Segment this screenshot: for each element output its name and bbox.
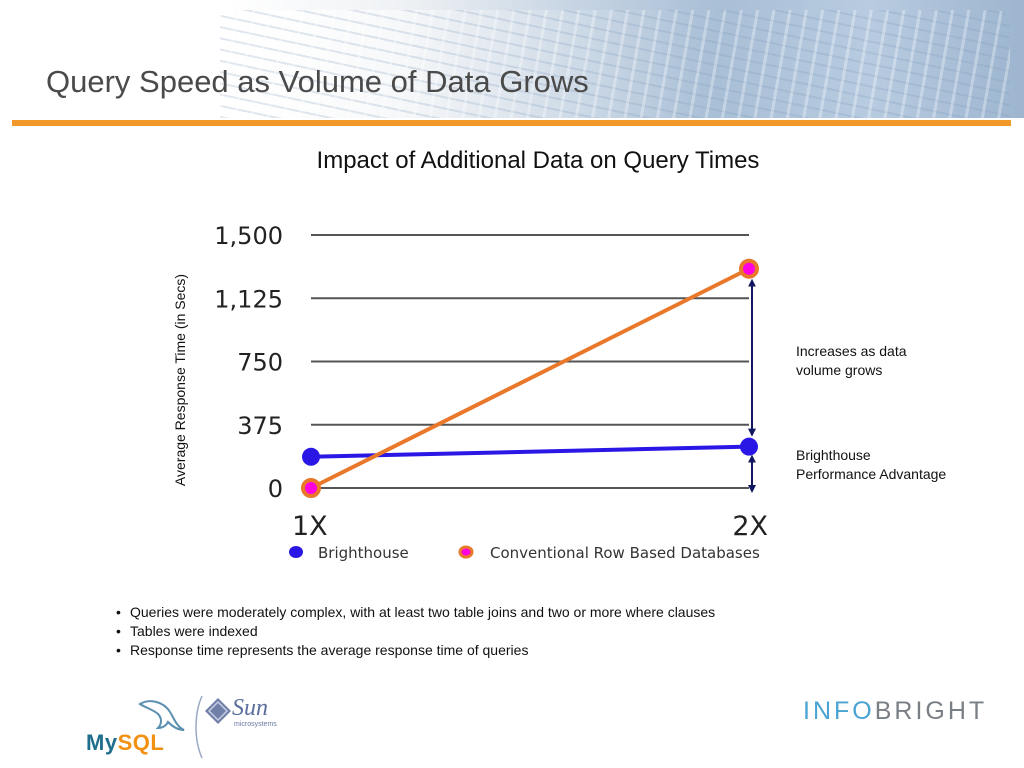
series-line-conventional — [310, 266, 750, 490]
y-tick-label: 1,500 — [214, 222, 283, 250]
sun-wordmark: Sun — [232, 695, 268, 721]
data-point-conventional — [739, 258, 759, 279]
annotation-increase-line-1: Increases as data — [796, 343, 907, 359]
annotation-increase: Increases as data volume grows — [796, 342, 907, 380]
annotation-advantage-line-1: Brighthouse — [796, 447, 871, 463]
mysql-logo: MySQL — [82, 700, 192, 760]
annotation-increase-line-2: volume grows — [796, 362, 883, 378]
header-banner — [0, 0, 1024, 118]
infobright-logo-part-info: INFO — [803, 697, 875, 725]
note-item: Tables were indexed — [116, 622, 715, 641]
legend-marker-conventional — [458, 545, 474, 559]
sun-subtitle: microsystems — [234, 721, 277, 728]
y-tick-label: 1,125 — [214, 285, 283, 313]
logo-divider — [195, 695, 203, 759]
series-line-brighthouse — [310, 444, 750, 459]
legend-label-conventional: Conventional Row Based Databases — [490, 544, 760, 562]
line-chart: 0 375 750 1,125 1,500 1X 2X Brighthouse Conven… — [214, 222, 768, 562]
data-point-conventional — [301, 478, 321, 498]
mysql-wordmark: MySQL — [86, 730, 165, 755]
data-point-brighthouse — [302, 447, 320, 466]
annotation-advantage: Brighthouse Performance Advantage — [796, 446, 946, 484]
note-item: Response time represents the average res… — [116, 641, 715, 660]
header-divider — [12, 120, 1011, 126]
x-tick-label: 1X — [292, 511, 328, 542]
banner-background-image — [220, 10, 1010, 118]
note-item: Queries were moderately complex, with at… — [116, 603, 715, 622]
annotation-advantage-line-2: Performance Advantage — [796, 466, 947, 482]
infobright-logo: INFOBRIGHT — [803, 697, 987, 726]
y-tick-label: 750 — [237, 349, 283, 377]
data-point-brighthouse — [740, 437, 758, 456]
y-tick-label: 0 — [268, 475, 283, 503]
chart-title: Impact of Additional Data on Query Times — [316, 147, 760, 174]
page-title: Query Speed as Volume of Data Grows — [46, 64, 589, 99]
dolphin-icon — [138, 700, 185, 731]
sun-logo: Sun microsystems — [204, 695, 284, 735]
legend-marker-brighthouse — [289, 546, 303, 558]
infobright-logo-part-bright: BRIGHT — [874, 697, 988, 725]
y-tick-label: 375 — [237, 412, 283, 440]
legend-label-brighthouse: Brighthouse — [318, 544, 409, 562]
notes-list: Queries were moderately complex, with at… — [116, 603, 715, 660]
sun-diamond-icon — [205, 698, 231, 724]
x-tick-label: 2X — [732, 511, 768, 542]
